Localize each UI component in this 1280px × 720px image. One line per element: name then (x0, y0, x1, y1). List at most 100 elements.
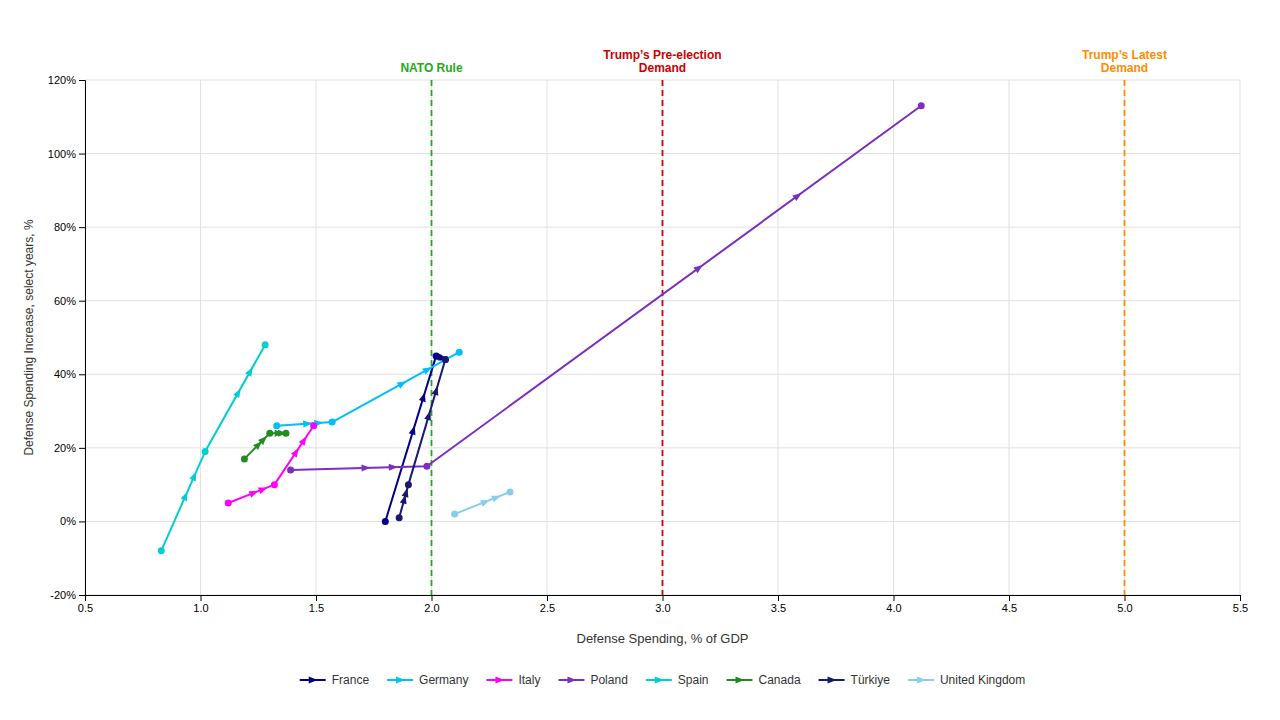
segment-arrow (245, 365, 256, 376)
series (451, 489, 513, 518)
x-tick-mark (547, 595, 548, 601)
point (451, 511, 458, 518)
y-tick-mark (79, 374, 85, 375)
segment-arrow (258, 484, 269, 494)
y-tick-mark (79, 448, 85, 449)
legend-label: Poland (590, 673, 627, 687)
series (225, 422, 317, 506)
series (396, 356, 449, 521)
legend-marker (567, 677, 576, 684)
annotation-labels: NATO RuleTrump’s Pre-electionDemandTrump… (400, 48, 1167, 75)
legend-label: Germany (419, 673, 468, 687)
segment-arrow (419, 391, 428, 402)
x-axis-title: Defense Spending, % of GDP (577, 631, 749, 646)
x-tick: 3.0 (655, 595, 670, 614)
x-tick-mark (201, 595, 202, 601)
point (456, 349, 463, 356)
legend-marker (736, 677, 745, 684)
y-tick-label: 120% (48, 74, 76, 86)
point (396, 514, 403, 521)
x-tick: 5.5 (1233, 595, 1248, 614)
legend-label: Canada (759, 673, 801, 687)
y-tick-label: 40% (54, 368, 76, 380)
grid-line-x (200, 80, 201, 595)
series-line (455, 492, 510, 514)
x-tick-label: 1.0 (193, 602, 208, 614)
x-tick: 4.5 (1002, 595, 1017, 614)
point (262, 341, 269, 348)
y-tick-label: -20% (50, 589, 76, 601)
segment-arrow (189, 470, 199, 481)
legend-label: Spain (678, 673, 709, 687)
series-line (291, 106, 922, 470)
x-tick-mark (663, 595, 664, 601)
legend-item: Poland (558, 673, 627, 687)
y-tick-label: 0% (60, 515, 76, 527)
series-line (277, 352, 459, 426)
grid-line-x (778, 80, 779, 595)
y-tick: 40% (54, 368, 85, 380)
y-tick: 100% (48, 148, 85, 160)
series (273, 349, 462, 430)
series-line (399, 360, 445, 518)
y-tick: 80% (54, 221, 85, 233)
segment-arrow (491, 492, 502, 502)
segment-arrow (409, 425, 418, 436)
legend-item: Canada (727, 673, 801, 687)
series-line (385, 356, 445, 522)
legend-item: United Kingdom (908, 673, 1025, 687)
x-tick-label: 1.5 (309, 602, 324, 614)
segment-arrow (233, 387, 244, 398)
y-tick-mark (79, 301, 85, 302)
point (266, 430, 273, 437)
segment-arrow (389, 464, 398, 471)
point (271, 481, 278, 488)
segment-arrow (397, 378, 408, 388)
grid-line-x (547, 80, 548, 595)
annotation-label: NATO Rule (400, 61, 463, 75)
legend-label: France (332, 673, 370, 687)
legend-marker (828, 677, 837, 684)
y-axis: -20%0%20%40%60%80%100%120% (48, 74, 86, 601)
point (433, 352, 440, 359)
legend-marker (917, 677, 926, 684)
x-tick: 4.0 (886, 595, 901, 614)
x-tick-mark (778, 595, 779, 601)
y-tick: 60% (54, 295, 85, 307)
grid-line-x (1124, 80, 1125, 595)
plot: 0.51.01.52.02.53.03.54.04.55.05.5-20%0%2… (48, 48, 1248, 614)
point (202, 448, 209, 455)
x-axis-line (86, 596, 1241, 602)
point (329, 419, 336, 426)
x-tick-label: 3.5 (771, 602, 786, 614)
point (282, 430, 289, 437)
y-tick: 120% (48, 74, 85, 86)
segment-arrow (480, 497, 491, 507)
legend-item: Türkiye (819, 673, 891, 687)
y-tick-label: 100% (48, 148, 76, 160)
x-tick-mark (432, 595, 433, 601)
segment-arrow (792, 190, 803, 201)
reference-line (1124, 80, 1126, 595)
grid-line-x (1009, 80, 1010, 595)
x-tick: 5.0 (1117, 595, 1132, 614)
grid (85, 80, 1240, 595)
x-tick-label: 5.5 (1233, 602, 1248, 614)
legend-item: Spain (646, 673, 709, 687)
x-tick: 2.0 (424, 595, 439, 614)
reference-line (431, 80, 433, 595)
segment-arrow (299, 434, 310, 445)
y-axis-line (79, 81, 86, 596)
x-tick-label: 3.0 (655, 602, 670, 614)
y-tick: -20% (50, 589, 85, 601)
legend-marker (396, 677, 405, 684)
segment-arrow (249, 488, 260, 498)
point (382, 518, 389, 525)
point (405, 481, 412, 488)
series-line (161, 345, 265, 551)
x-tick-mark (316, 595, 317, 601)
legend-item: Germany (387, 673, 468, 687)
point (442, 356, 449, 363)
point (918, 102, 925, 109)
x-tick-label: 0.5 (78, 602, 93, 614)
